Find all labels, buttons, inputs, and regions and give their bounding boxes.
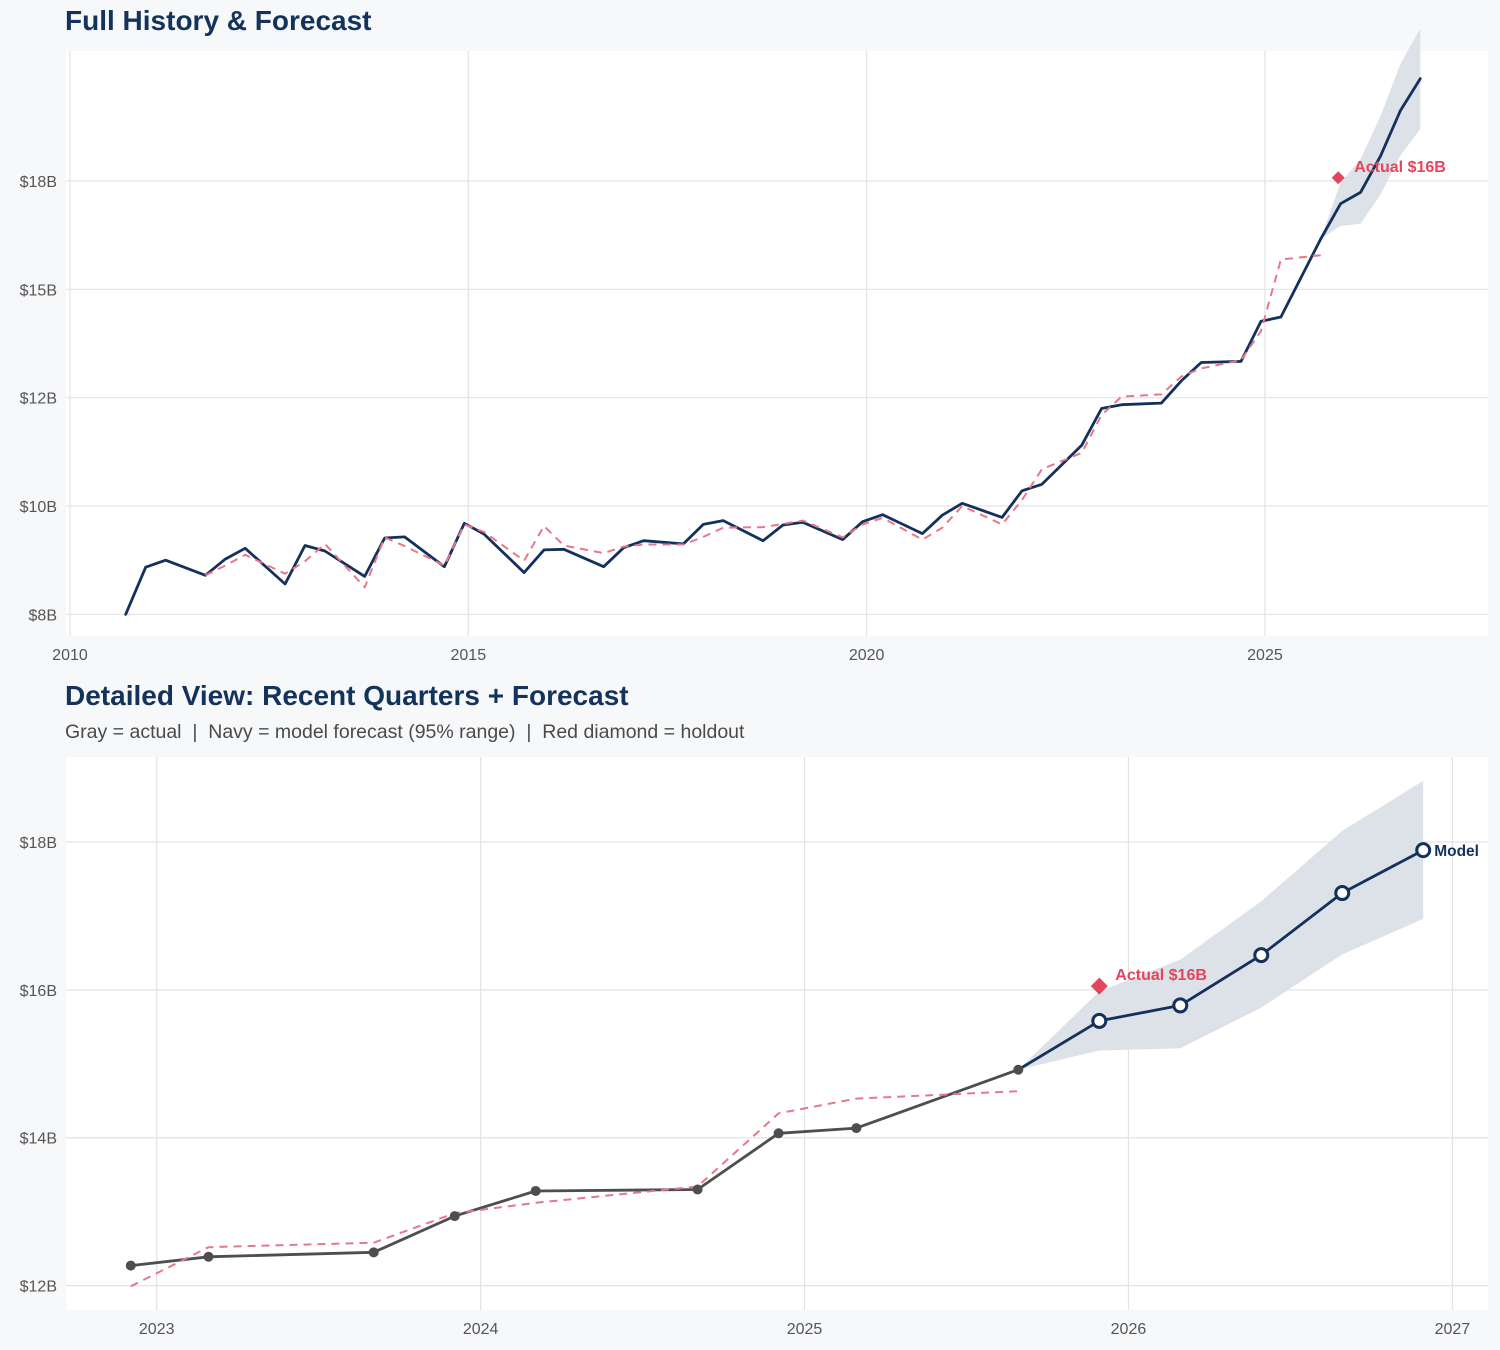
actual-point: [449, 1211, 460, 1222]
x-tick-label: 2015: [451, 647, 487, 664]
actual-point: [125, 1260, 136, 1271]
actual-point: [530, 1185, 541, 1196]
bottom-chart-subtitle: Gray = actual | Navy = model forecast (9…: [65, 721, 745, 743]
actual-point: [203, 1251, 214, 1262]
forecast-point: [1172, 997, 1189, 1014]
top-chart-title: Full History & Forecast: [65, 5, 372, 36]
holdout-label: Actual $16B: [1115, 967, 1207, 984]
fitted-dashed-line: [204, 254, 1321, 589]
x-tick-label: 2027: [1435, 1321, 1471, 1338]
forecast-range-band: [1018, 780, 1424, 1070]
x-tick-label: 2020: [849, 647, 885, 664]
forecast-point: [1091, 1012, 1108, 1029]
y-tick-label: $18B: [20, 174, 57, 191]
y-tick-label: $8B: [29, 607, 57, 624]
holdout-label: Actual $16B: [1354, 159, 1446, 176]
y-tick-label: $15B: [20, 282, 57, 299]
model-end-label: Model: [1434, 843, 1479, 860]
actual-point: [851, 1123, 862, 1134]
actual-point: [692, 1184, 703, 1195]
actual-point: [773, 1128, 784, 1139]
y-tick-label: $12B: [20, 391, 57, 408]
y-tick-label: $18B: [20, 835, 57, 852]
x-tick-label: 2010: [52, 647, 88, 664]
holdout-diamond-marker: [1331, 171, 1345, 185]
holdout-diamond-marker: [1090, 977, 1108, 995]
y-tick-label: $12B: [20, 1279, 57, 1296]
top-chart: 2010 2015 2020 2025 $8B $10B $12B $15B $18B Actua…: [20, 28, 1488, 664]
forecast-point: [1415, 842, 1432, 859]
x-tick-label: 2025: [787, 1321, 823, 1338]
model-forecast-line: [1016, 848, 1425, 1072]
model-forecast-line: [1319, 77, 1422, 241]
x-tick-label: 2026: [1111, 1321, 1147, 1338]
plot-background: [66, 757, 1488, 1310]
forecast-range-band: [1320, 28, 1421, 239]
forecast-point: [1253, 947, 1270, 964]
forecast-point: [1334, 885, 1351, 902]
x-tick-label: 2024: [463, 1321, 499, 1338]
y-tick-label: $16B: [20, 983, 57, 1000]
fitted-dashed-line: [130, 1090, 1019, 1288]
actual-point: [368, 1247, 379, 1258]
bottom-chart-title: Detailed View: Recent Quarters + Forecas…: [65, 680, 629, 711]
y-tick-label: $14B: [20, 1131, 57, 1148]
x-tick-label: 2025: [1247, 647, 1283, 664]
x-tick-label: 2023: [139, 1321, 175, 1338]
actual-line: [124, 237, 1323, 616]
actual-point: [1013, 1064, 1024, 1075]
y-tick-label: $10B: [20, 499, 57, 516]
